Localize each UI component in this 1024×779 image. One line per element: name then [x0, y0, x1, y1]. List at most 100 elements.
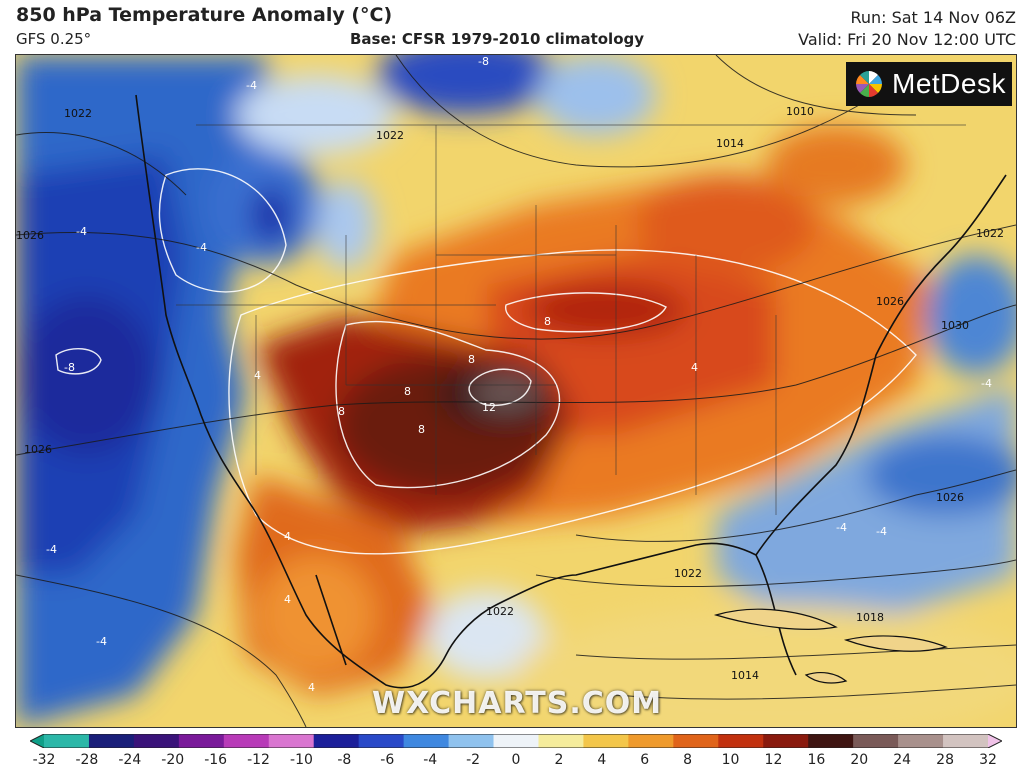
colorbar-tick-label: 4	[597, 752, 607, 768]
anomaly-contours	[55, 168, 917, 555]
colorbar-tick-label: 6	[640, 752, 650, 768]
colorbar-tick-label: -28	[75, 752, 99, 768]
isobar-label: 1026	[24, 443, 52, 456]
isobar-label: 1014	[716, 137, 744, 150]
run-time-label: Run: Sat 14 Nov 06Z	[850, 8, 1016, 27]
anomaly-label: -4	[246, 79, 257, 92]
state-borders	[176, 124, 966, 515]
colorbar-tick-label: -8	[337, 752, 352, 768]
isobar-label: 1010	[786, 105, 814, 118]
colorbar-tick-label: 12	[764, 752, 783, 768]
anomaly-label: 12	[482, 401, 496, 414]
colorbar-segments	[30, 734, 1002, 748]
anomaly-label: -4	[876, 525, 887, 538]
colorbar-segment	[44, 734, 90, 748]
colorbar-tick-label: 32	[979, 752, 997, 768]
colorbar-tick-label: 0	[511, 752, 521, 768]
caribbean-islands	[713, 608, 948, 684]
anomaly-label: 4	[284, 593, 291, 606]
colorbar-tick-label: -24	[118, 752, 142, 768]
anomaly-label: 4	[691, 361, 698, 374]
colorbar-segment	[493, 734, 539, 748]
colorbar-segment	[358, 734, 405, 748]
colorbar-segment	[853, 734, 899, 748]
colorbar-segment	[628, 734, 674, 748]
anomaly-label: -8	[64, 361, 75, 374]
anomaly-label: -8	[478, 55, 489, 68]
anomaly-label: -4	[46, 543, 57, 556]
isobar-label: 1022	[486, 605, 514, 618]
isobar-label: 1018	[856, 611, 884, 624]
colorbar-segment	[268, 734, 315, 748]
anomaly-label: 8	[404, 385, 411, 398]
isobar-label-group: 1010 1014 1022 1022 1022 1026 1026 1026 …	[16, 105, 1004, 682]
colorbar-segment	[223, 734, 270, 748]
anomaly-label: -4	[96, 635, 107, 648]
anomaly-label: 8	[338, 405, 345, 418]
colorbar-tick-label: 8	[683, 752, 693, 768]
anomaly-label: -4	[981, 377, 992, 390]
colorbar-tick-label: 16	[807, 752, 826, 768]
colorbar-segment	[178, 734, 225, 748]
colorbar-segment	[313, 734, 360, 748]
anomaly-label: 4	[284, 530, 291, 543]
anomaly-map-svg: 1010 1014 1022 1022 1022 1026 1026 1026 …	[16, 55, 1016, 727]
coastlines	[135, 94, 1007, 689]
colorbar	[30, 734, 1002, 748]
colorbar-tick-label: 20	[850, 752, 869, 768]
colorbar-segment	[943, 734, 989, 748]
valid-time-label: Valid: Fri 20 Nov 12:00 UTC	[798, 30, 1016, 49]
colorbar-ticks: -32 -28 -24 -20 -16 -12 -10 -8 -6 -4 -2 0 2 4 6 8 10 12 16…	[0, 752, 1024, 774]
anomaly-label: 4	[254, 369, 261, 382]
colorbar-segment	[583, 734, 629, 748]
metdesk-logo: MetDesk	[846, 62, 1012, 106]
isobar-label: 1030	[941, 319, 969, 332]
colorbar-segment	[403, 734, 450, 748]
colorbar-tick-label: -10	[290, 752, 313, 768]
anomaly-label: 8	[544, 315, 551, 328]
colorbar-tick-label: 24	[893, 752, 912, 768]
colorbar-segment	[538, 734, 584, 748]
anomaly-label: 4	[308, 681, 315, 694]
colorbar-segment	[88, 734, 135, 748]
anomaly-label: 8	[468, 353, 475, 366]
colorbar-tick-label: -4	[423, 752, 438, 768]
logo-text: MetDesk	[892, 68, 1006, 99]
anomaly-label: -4	[836, 521, 847, 534]
colorbar-tick-label: -32	[32, 752, 56, 768]
colorbar-arrow-right	[988, 734, 1002, 748]
colorbar-tick-label: -6	[380, 752, 395, 768]
isobar-label: 1022	[376, 129, 404, 142]
colorbar-segment	[673, 734, 719, 748]
colorbar-tick-label: -2	[466, 752, 481, 768]
colorbar-segment	[718, 734, 764, 748]
colorbar-tick-label: -20	[161, 752, 185, 768]
colorbar-tick-label: 28	[936, 752, 954, 768]
climatology-base-label: Base: CFSR 1979-2010 climatology	[350, 30, 645, 48]
colorbar-segment	[448, 734, 495, 748]
colorbar-arrow-left	[30, 734, 44, 748]
anomaly-label-group: -8 -8 -4 -4 -4 -4 -4 -4 4 4 4 4 8 8 8 8 …	[46, 55, 992, 694]
colorbar-tick-label: 2	[554, 752, 564, 768]
isobar-label: 1022	[674, 567, 702, 580]
anomaly-label: -4	[196, 241, 207, 254]
colorbar-tick-label: -12	[247, 752, 270, 768]
anomaly-field	[16, 55, 1016, 727]
isobar-label: 1014	[731, 669, 759, 682]
anomaly-label: 8	[418, 423, 425, 436]
anomaly-label: -4	[76, 225, 87, 238]
model-label: GFS 0.25°	[16, 30, 92, 48]
isobar-label: 1026	[16, 229, 44, 242]
wxcharts-watermark: WXCHARTS.COM	[372, 686, 663, 721]
isobar-label: 1022	[64, 107, 92, 120]
isobar-label: 1026	[936, 491, 964, 504]
chart-title: 850 hPa Temperature Anomaly (°C)	[16, 4, 393, 26]
isobars	[16, 55, 1016, 727]
colorbar-tick-label: -16	[204, 752, 228, 768]
colorbar-segment	[133, 734, 180, 748]
isobar-label: 1022	[976, 227, 1004, 240]
colorbar-segment	[808, 734, 854, 748]
colorbar-segment	[763, 734, 809, 748]
colorbar-tick-label: 10	[721, 752, 740, 768]
weather-map: 1010 1014 1022 1022 1022 1026 1026 1026 …	[15, 54, 1017, 728]
